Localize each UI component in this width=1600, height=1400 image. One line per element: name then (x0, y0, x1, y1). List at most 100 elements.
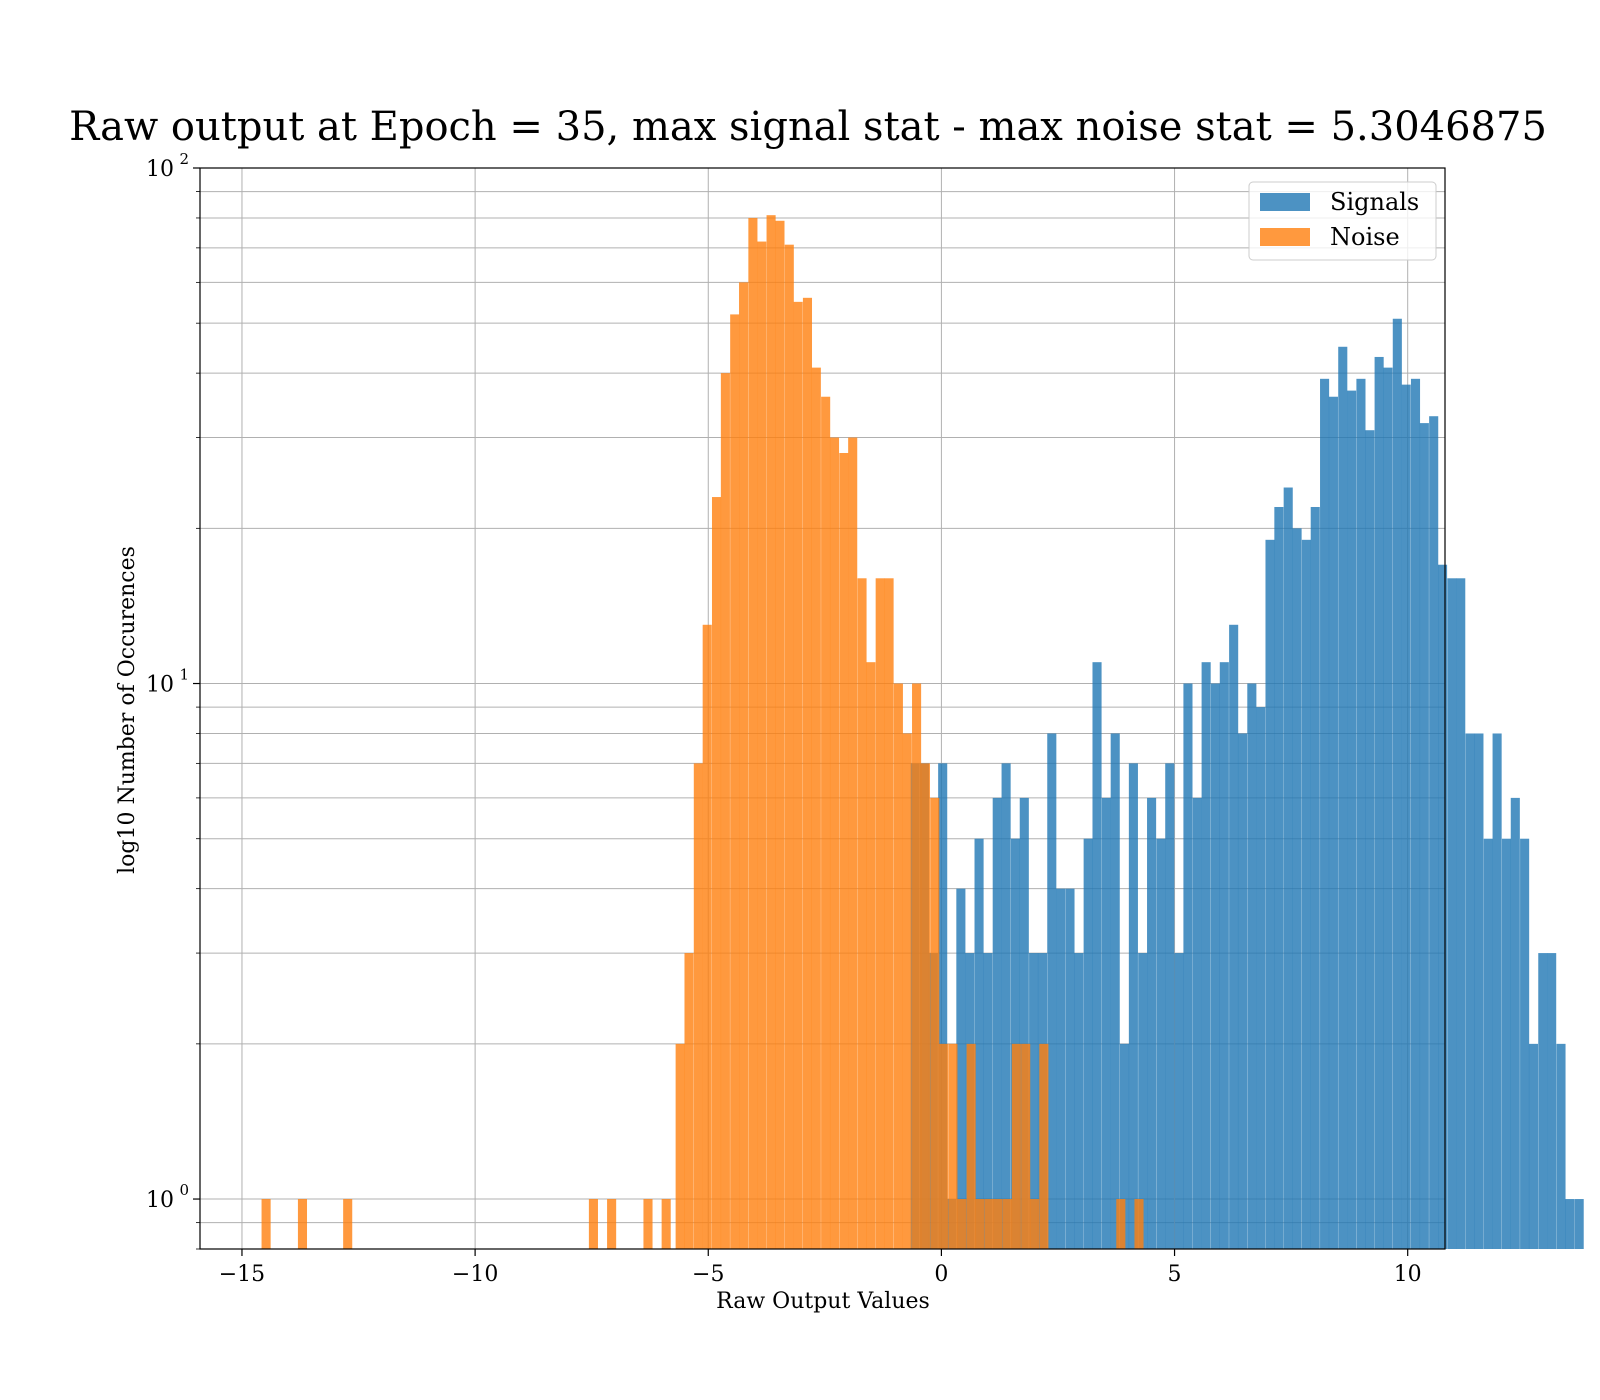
signals-bar (1056, 888, 1066, 1249)
signals-bar (1128, 763, 1138, 1249)
noise-bar (821, 396, 831, 1250)
noise-bar (684, 953, 694, 1249)
signals-bar (1147, 797, 1157, 1249)
noise-bar (984, 1199, 994, 1249)
legend-swatch-signals (1260, 193, 1310, 211)
noise-bar (711, 497, 722, 1249)
legend-label-noise: Noise (1330, 223, 1400, 251)
signals-bar (1201, 662, 1211, 1249)
signals-bar (983, 953, 993, 1249)
signals-bar (1338, 346, 1348, 1250)
signals-bar (1501, 838, 1511, 1249)
noise-bar (875, 578, 885, 1249)
plot-frame (199, 167, 1446, 1250)
y-tick-label: 10 (146, 1188, 174, 1213)
x-tick-label: −5 (692, 1262, 724, 1287)
signals-bar (1292, 528, 1302, 1249)
noise-bar (766, 215, 776, 1249)
noise-bar (1030, 1199, 1040, 1249)
noise-bar (957, 1199, 967, 1249)
signals-bar (1347, 390, 1357, 1249)
signals-bar (1538, 953, 1548, 1249)
signals-bar (1429, 416, 1439, 1249)
noise-bar (297, 1199, 308, 1249)
signals-bar (1483, 838, 1493, 1249)
signals-bar (1447, 578, 1457, 1249)
x-tick-label: −10 (452, 1262, 498, 1287)
signals-bar (1256, 707, 1266, 1249)
signals-bar (1528, 1043, 1539, 1249)
signals-bar (1110, 733, 1120, 1249)
signals-bar (1438, 564, 1448, 1249)
y-tick-exponent: 1 (179, 666, 189, 684)
x-axis-ticks: −15 −10 −5 0 5 10 (219, 1249, 1422, 1287)
noise-bar (702, 624, 712, 1249)
signals-bar (1119, 1043, 1130, 1249)
signals-bar (1465, 733, 1475, 1249)
signals-bar (1165, 763, 1175, 1249)
noise-bar (1039, 1043, 1049, 1249)
noise-bar (757, 241, 767, 1249)
y-tick-exponent: 0 (179, 1181, 189, 1199)
signals-bar (1174, 953, 1184, 1249)
signals-bar (1247, 683, 1257, 1249)
legend-swatch-noise (1260, 228, 1310, 246)
signals-bar (1074, 953, 1084, 1249)
noise-bar (912, 683, 922, 1249)
noise-bar (607, 1199, 617, 1249)
signals-bar (1229, 624, 1239, 1249)
signals-bar (1183, 683, 1193, 1249)
x-axis-label: Raw Output Values (716, 1289, 930, 1314)
signals-bar (1474, 733, 1484, 1249)
signals-bar (992, 797, 1002, 1249)
noise-bars (261, 215, 1144, 1250)
noise-bar (1021, 1043, 1031, 1249)
y-tick-exponent: 2 (179, 150, 189, 168)
legend-label-signals: Signals (1330, 188, 1419, 216)
signals-bar (1210, 683, 1221, 1249)
signals-bar (956, 888, 966, 1249)
noise-bar (993, 1199, 1003, 1249)
signals-bar (1419, 423, 1429, 1249)
noise-bar (902, 733, 912, 1249)
noise-bar (784, 244, 794, 1249)
signals-bar (1237, 733, 1248, 1249)
y-axis-label: log10 Number of Occurences (115, 546, 140, 874)
x-tick-label: 10 (1394, 1262, 1422, 1287)
signals-bar (1565, 1199, 1575, 1249)
x-tick-label: 0 (934, 1262, 948, 1287)
noise-bar (1002, 1199, 1013, 1249)
noise-bar (261, 1199, 271, 1249)
signals-bar (1520, 838, 1530, 1249)
signals-bar (1047, 733, 1057, 1249)
signals-bar (1283, 487, 1293, 1249)
x-tick-label: −15 (219, 1262, 265, 1287)
signals-bar (1365, 430, 1375, 1249)
noise-bar (693, 763, 703, 1249)
y-axis-ticks: 10 0 10 1 10 2 (146, 150, 200, 1250)
noise-bar (661, 1199, 671, 1249)
signals-bar (1374, 356, 1384, 1250)
noise-bar (939, 1043, 949, 1249)
signals-bar (1156, 838, 1166, 1249)
noise-bar (857, 578, 867, 1249)
signals-bar (1065, 888, 1075, 1249)
noise-bar (848, 437, 858, 1249)
signals-bar (1492, 733, 1502, 1249)
x-tick-label: 5 (1168, 1262, 1182, 1287)
signals-bar (1320, 378, 1330, 1249)
signals-bar (1101, 797, 1111, 1249)
signals-bar (1392, 318, 1402, 1250)
signals-bar (1019, 797, 1029, 1249)
signals-bar (1219, 662, 1229, 1249)
signals-bar (1556, 1043, 1566, 1249)
signals-bar (1083, 838, 1093, 1249)
noise-bar (866, 662, 876, 1249)
noise-bar (920, 763, 930, 1249)
noise-bar (675, 1043, 685, 1249)
noise-bar (966, 1043, 976, 1249)
signals-bar (1092, 662, 1102, 1249)
legend: Signals Noise (1248, 181, 1437, 261)
signals-bar (1510, 797, 1520, 1249)
